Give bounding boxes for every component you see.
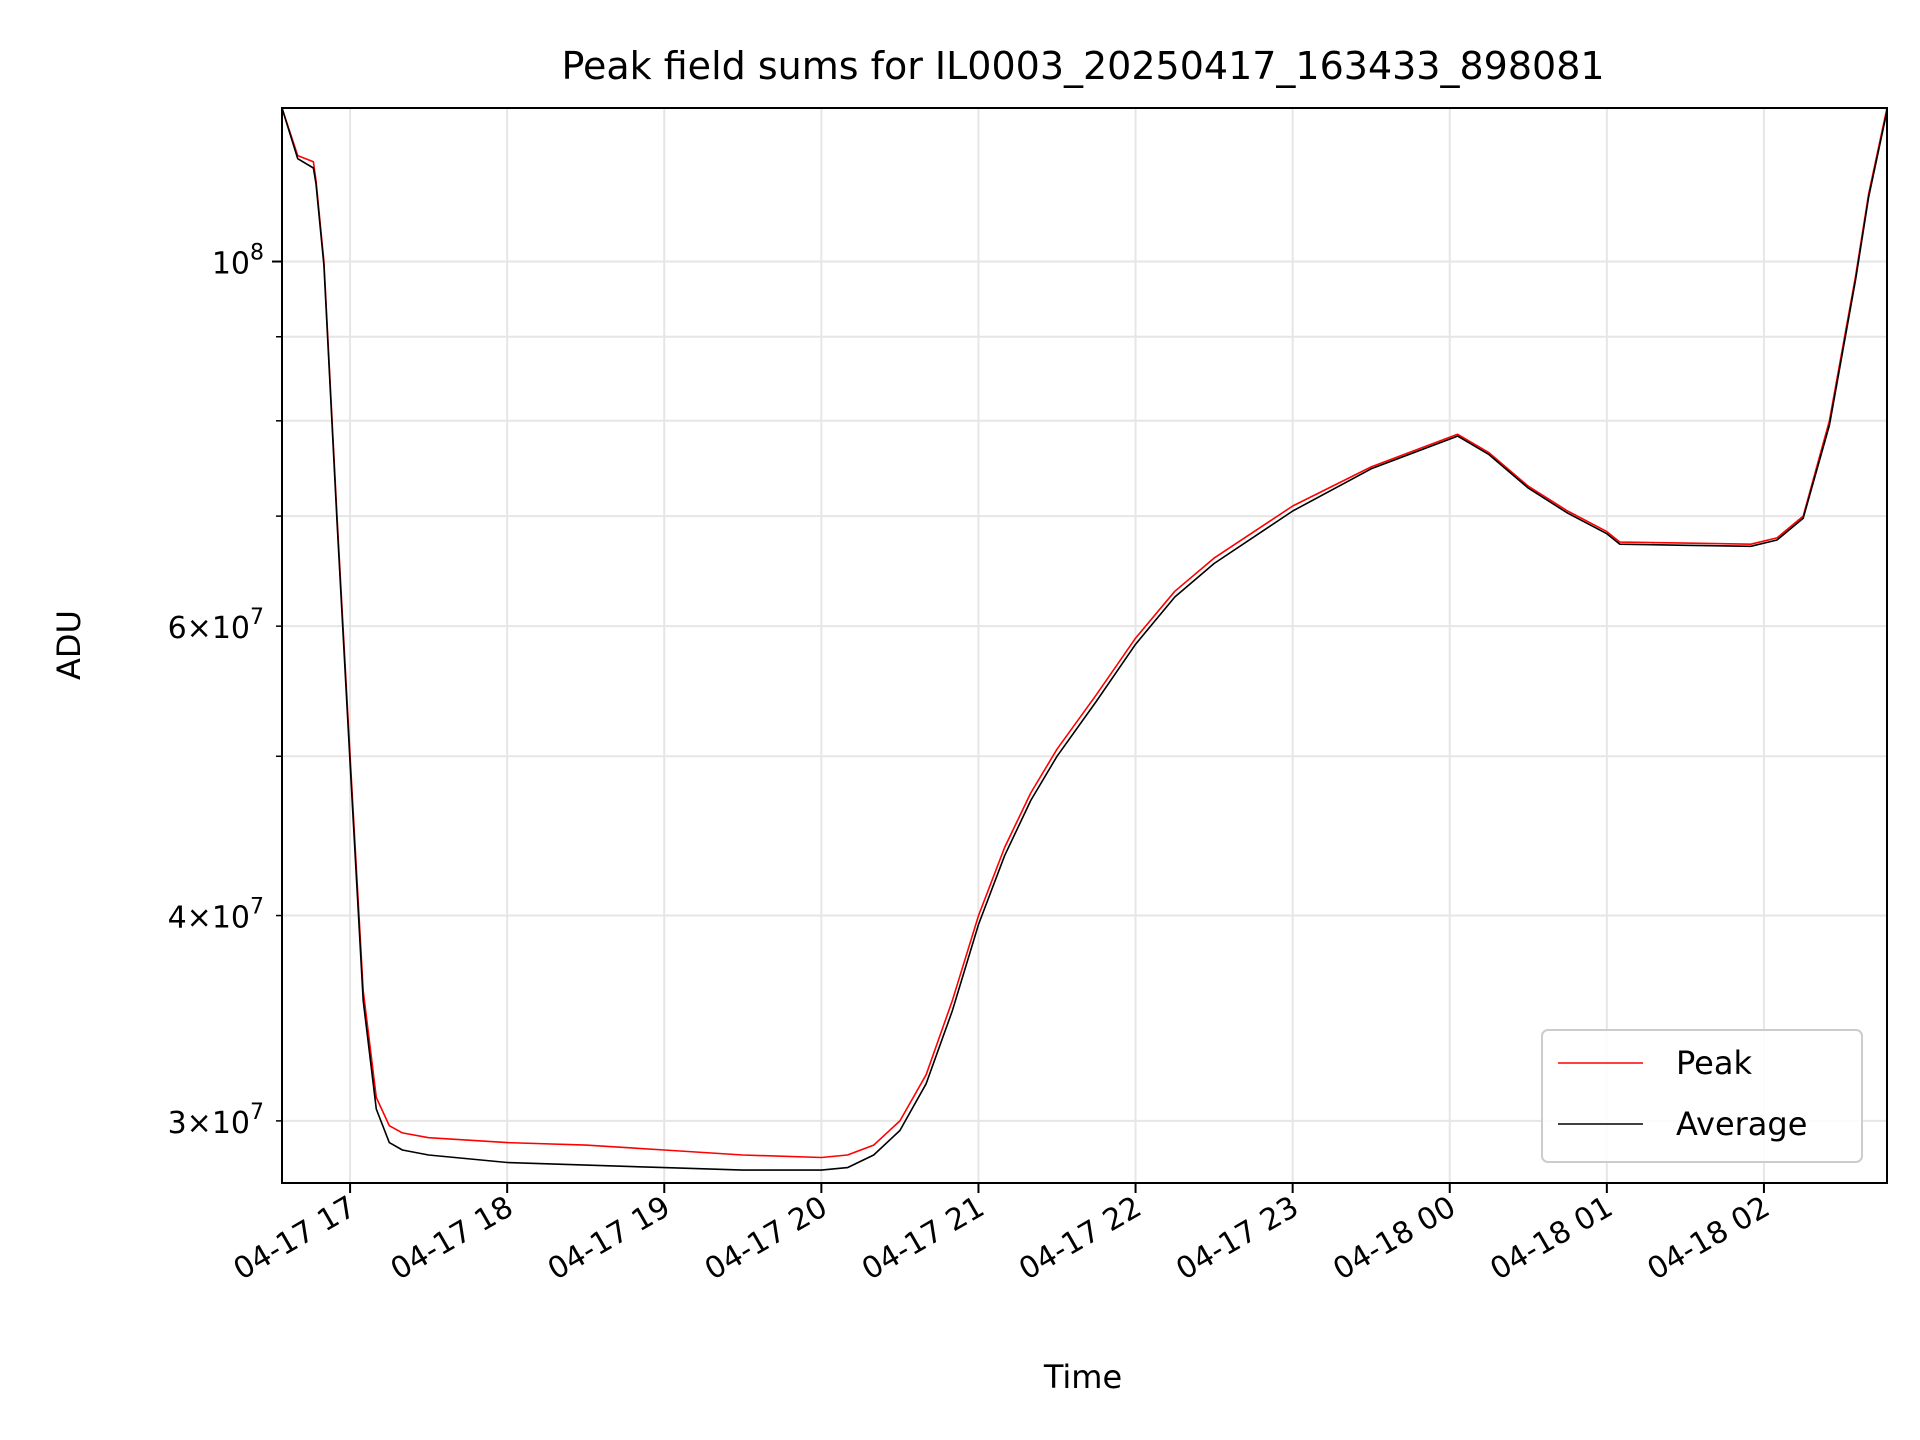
plot-lines bbox=[281, 107, 1888, 1171]
y-tick-label: 108 bbox=[212, 241, 264, 282]
chart-title: Peak field sums for IL0003_20250417_1634… bbox=[561, 44, 1604, 88]
series-line-average bbox=[281, 107, 1888, 1171]
legend-label-peak: Peak bbox=[1676, 1044, 1752, 1082]
y-minor-tick-label: 6×107 bbox=[168, 605, 264, 646]
legend: Peak Average bbox=[1541, 1029, 1863, 1163]
grid bbox=[282, 108, 1887, 1183]
y-minor-tick-label: 4×107 bbox=[168, 895, 264, 936]
series-line-peak bbox=[281, 107, 1888, 1159]
plot-area-frame bbox=[281, 107, 1888, 1184]
x-axis-label: Time bbox=[1043, 1358, 1122, 1396]
legend-label-average: Average bbox=[1676, 1105, 1807, 1143]
y-minor-tick-label: 3×107 bbox=[168, 1100, 264, 1141]
y-axis-label: ADU bbox=[50, 610, 88, 680]
